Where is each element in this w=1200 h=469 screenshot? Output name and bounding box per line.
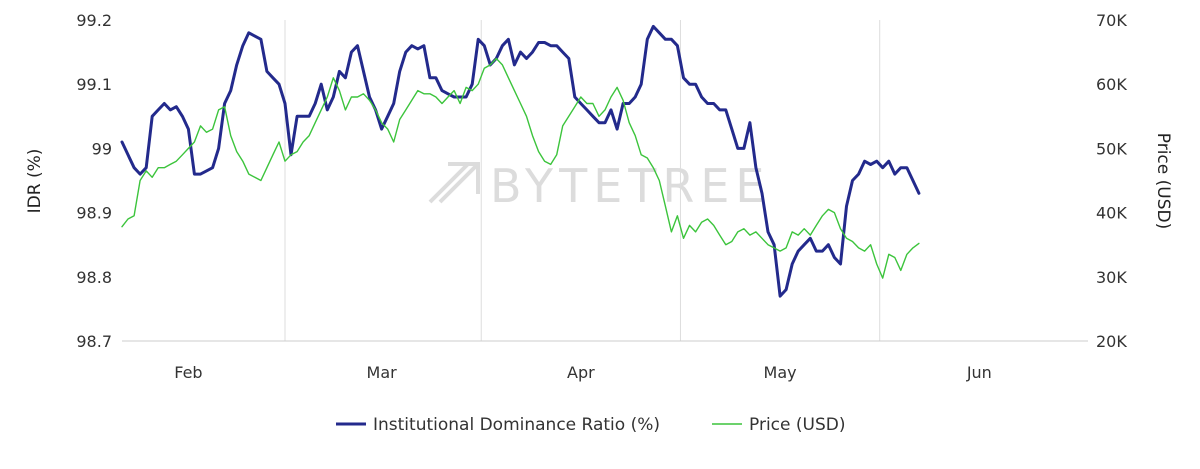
x-tick-label: May bbox=[764, 363, 797, 382]
y2-tick-label: 50K bbox=[1096, 139, 1127, 158]
y-axis-title: IDR (%) bbox=[25, 149, 45, 214]
x-tick-label: Mar bbox=[367, 363, 398, 382]
x-tick-label: Feb bbox=[174, 363, 202, 382]
legend-label-idr: Institutional Dominance Ratio (%) bbox=[373, 415, 660, 435]
y-tick-label: 99.2 bbox=[76, 11, 112, 30]
y2-tick-label: 60K bbox=[1096, 75, 1127, 94]
y-tick-label: 98.7 bbox=[76, 332, 112, 351]
x-tick-label: Apr bbox=[567, 363, 595, 382]
watermark-text: BYTETREE bbox=[490, 159, 771, 213]
watermark: BYTETREE bbox=[428, 159, 771, 213]
series-line-idr bbox=[120, 24, 921, 298]
series-line-price bbox=[121, 57, 920, 279]
x-tick-label: Jun bbox=[966, 363, 992, 382]
y2-tick-label: 30K bbox=[1096, 268, 1127, 287]
y-tick-label: 99.1 bbox=[76, 75, 112, 94]
y-tick-label: 99 bbox=[92, 139, 112, 158]
y2-tick-label: 20K bbox=[1096, 332, 1127, 351]
watermark-logo-icon bbox=[428, 162, 480, 204]
y2-axis-title: Price (USD) bbox=[1153, 133, 1173, 229]
y-tick-label: 98.9 bbox=[76, 204, 112, 223]
y2-tick-label: 40K bbox=[1096, 204, 1127, 223]
y2-tick-label: 70K bbox=[1096, 11, 1127, 30]
legend-label-price: Price (USD) bbox=[749, 415, 845, 435]
y-tick-label: 98.8 bbox=[76, 268, 112, 287]
